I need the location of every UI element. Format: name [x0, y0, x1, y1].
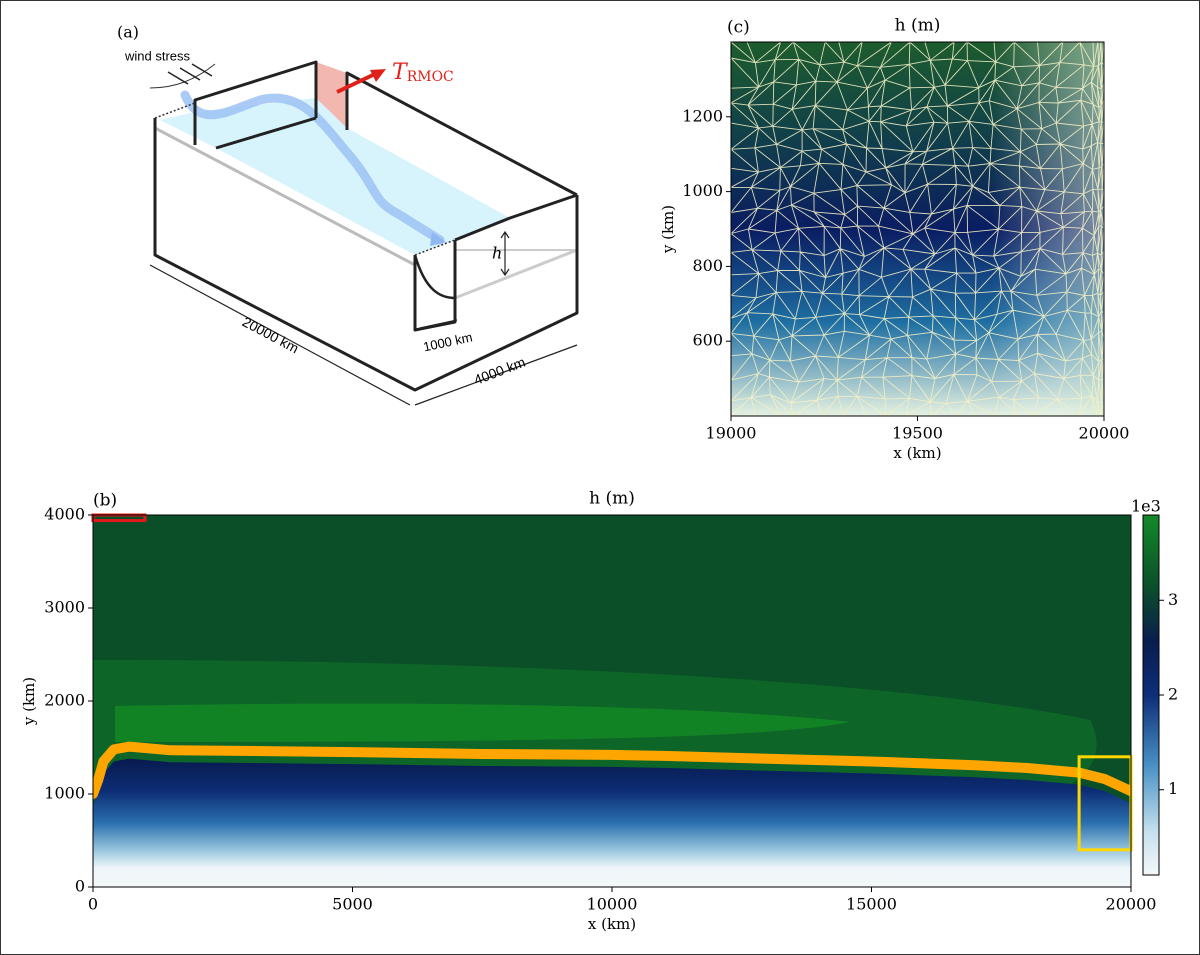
transport-arrow [336, 72, 376, 94]
colorbar [1142, 514, 1160, 876]
diagram: (a) wind stress TRMOC h 20000 km 4000 km… [117, 23, 579, 406]
colorbar-tick-label: 3 [1168, 590, 1178, 609]
colorbar-offset: 1e3 [1131, 497, 1161, 516]
x-tick-label: 10000 [587, 895, 638, 914]
panel-label: (b) [93, 491, 117, 511]
x-tick-label: 20000 [1106, 895, 1157, 914]
field-band [115, 703, 850, 742]
y-tick-label: 1000 [44, 784, 85, 803]
x-tick-label: 19500 [892, 424, 943, 443]
panel-label: (c) [727, 18, 750, 38]
x-axis-label: x (km) [893, 444, 941, 462]
transport-symbol: T [392, 60, 409, 85]
y-axis-label: y (km) [20, 677, 38, 726]
y-tick-label: 800 [692, 256, 723, 275]
dimension-lines [149, 264, 578, 406]
y-tick-label: 600 [692, 331, 723, 350]
wind-arrows [167, 63, 213, 85]
dotted-edge [154, 102, 456, 256]
transport-subscript: RMOC [407, 69, 454, 85]
panel-label: (a) [117, 23, 139, 42]
y-tick-label: 1000 [682, 181, 723, 200]
x-tick-label: 15000 [846, 895, 897, 914]
colorbar-tick-label: 1 [1168, 779, 1178, 798]
x-tick-label: 5000 [332, 895, 373, 914]
isopycnal [413, 254, 456, 300]
current [180, 90, 445, 245]
depth-label: h [492, 244, 502, 263]
y-tick-label: 2000 [44, 691, 85, 710]
frame [215, 116, 578, 242]
y-axis-label: y (km) [659, 205, 677, 254]
x-axis-label: x (km) [588, 915, 636, 933]
transport-label: TRMOC [392, 60, 454, 85]
chart-title: h (m) [895, 16, 941, 36]
colorbar-tick-label: 2 [1168, 685, 1178, 704]
current-head [430, 232, 446, 246]
contour-line [93, 741, 1131, 799]
edge [454, 248, 578, 300]
field-low [93, 758, 1131, 887]
chart-title: h (m) [589, 489, 635, 509]
transport-head [370, 69, 386, 82]
frame [413, 240, 457, 332]
frame [153, 118, 579, 392]
wind-curve [149, 63, 216, 89]
depth-arrow [500, 230, 510, 277]
wind-label: wind stress [124, 48, 191, 63]
y-tick-label: 4000 [44, 505, 85, 524]
x-tick-label: 19000 [706, 424, 757, 443]
field [93, 515, 1131, 887]
y-tick-label: 3000 [44, 598, 85, 617]
edge [154, 126, 416, 267]
frame [345, 71, 578, 197]
y-tick-label: 1200 [682, 106, 723, 125]
y-tick-label: 0 [75, 877, 85, 896]
frame [193, 60, 318, 145]
x-tick-label: 20000 [1079, 424, 1130, 443]
x-tick-label: 0 [88, 895, 98, 914]
mesh [731, 42, 1104, 416]
